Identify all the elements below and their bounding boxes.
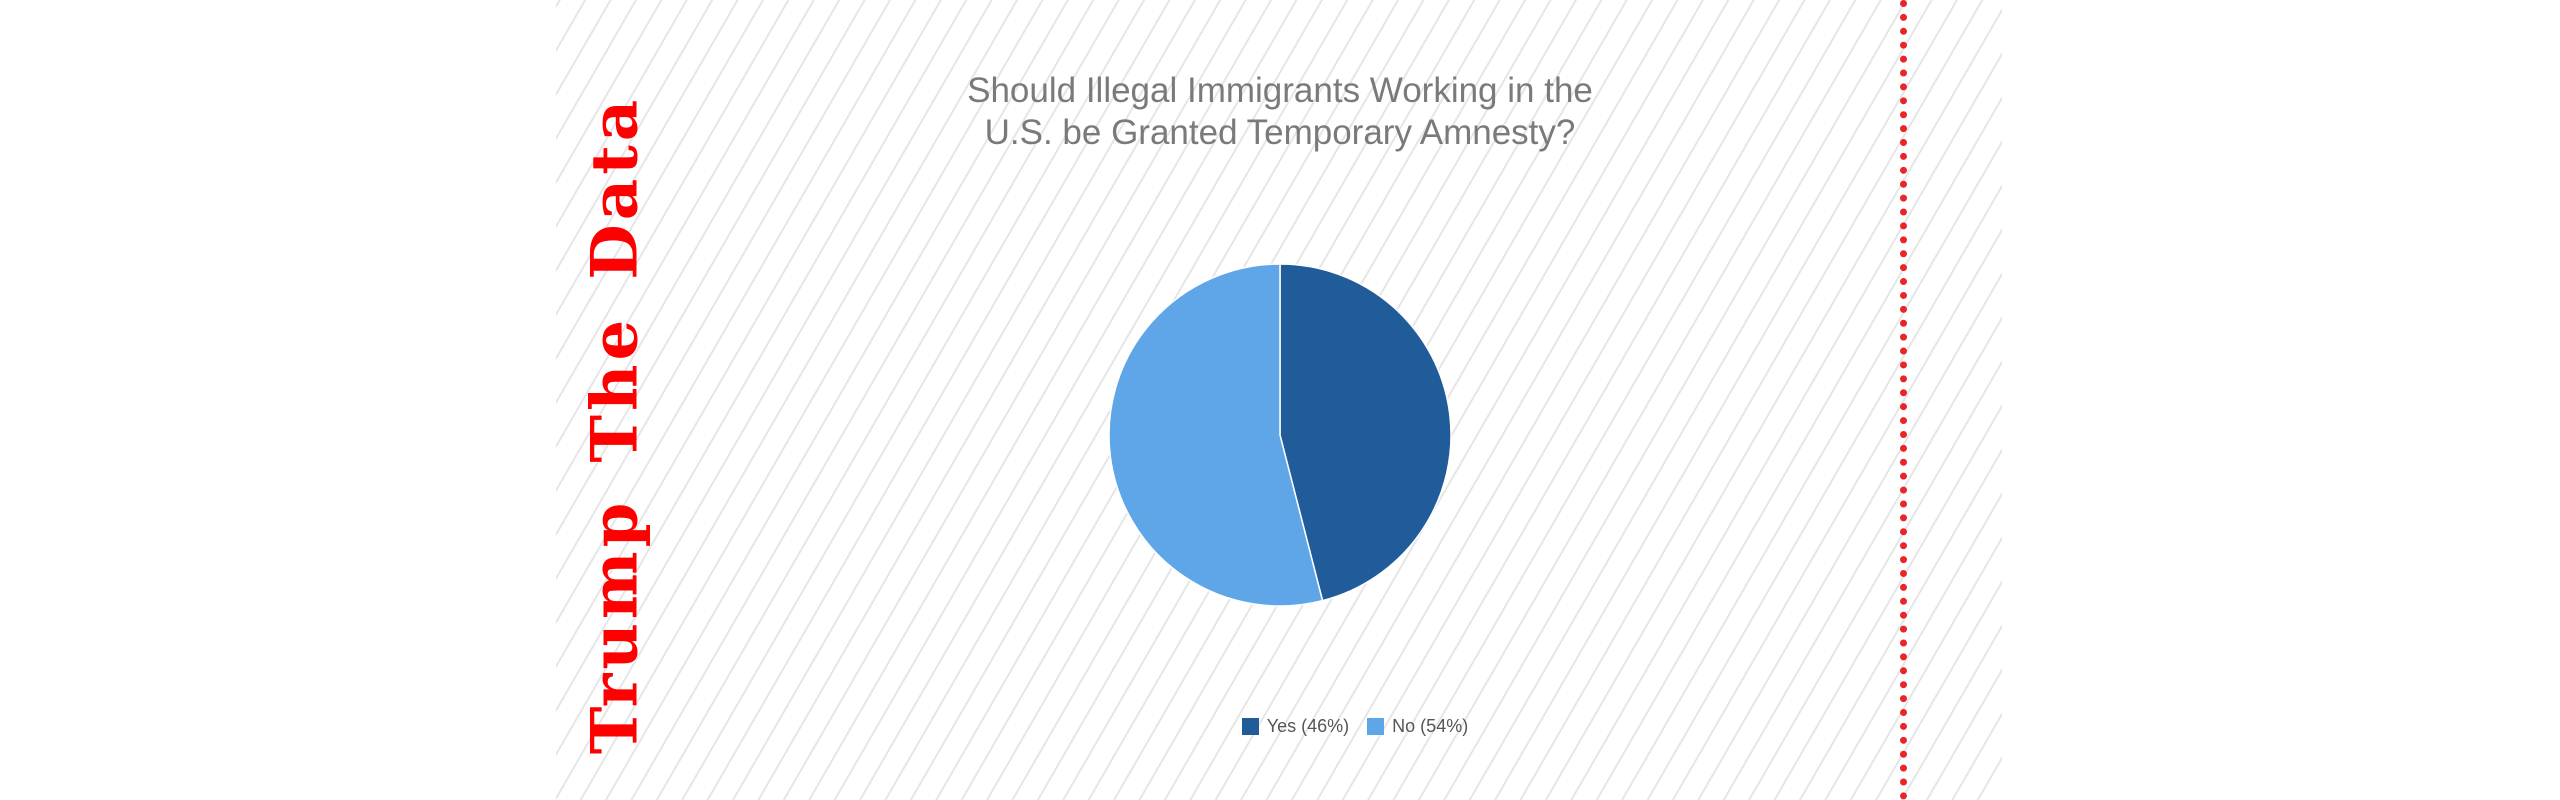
legend-label-no: No (54%) bbox=[1392, 716, 1469, 736]
brand-text: TrumpTheData bbox=[578, 78, 653, 773]
brand-watermark: TrumpTheData bbox=[575, 80, 655, 770]
dotted-divider bbox=[1900, 0, 1907, 800]
chart-title-line: U.S. be Granted Temporary Amnesty? bbox=[984, 113, 1576, 152]
pie-slice-no bbox=[1108, 263, 1324, 607]
pie-slice-yes bbox=[1279, 263, 1452, 602]
pie-chart bbox=[1108, 263, 1452, 607]
legend-item-yes: Yes (46%) bbox=[1241, 716, 1350, 737]
brand-word: The bbox=[577, 315, 653, 463]
chart-title: Should Illegal Immigrants Working in the… bbox=[880, 70, 1680, 154]
legend-swatch-yes bbox=[1241, 718, 1259, 735]
chart-title-line: Should Illegal Immigrants Working in the bbox=[967, 71, 1593, 110]
legend-item-no: No (54%) bbox=[1367, 716, 1468, 737]
legend-swatch-no bbox=[1367, 718, 1385, 735]
chart-legend: Yes (46%) No (54%) bbox=[0, 716, 2560, 737]
legend-label-yes: Yes (46%) bbox=[1266, 716, 1350, 736]
brand-word: Data bbox=[577, 95, 653, 280]
